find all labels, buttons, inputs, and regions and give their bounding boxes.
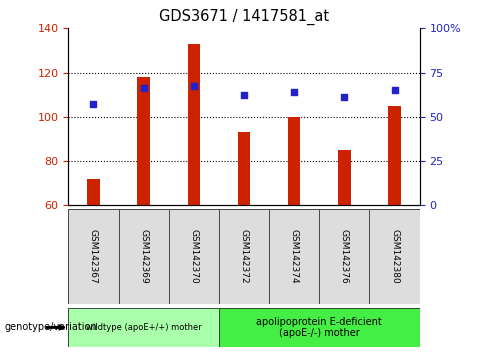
Point xyxy=(240,92,248,97)
Point xyxy=(290,90,298,95)
Text: GSM142376: GSM142376 xyxy=(340,229,349,284)
Bar xyxy=(137,77,150,205)
Bar xyxy=(388,106,401,205)
Text: GSM142370: GSM142370 xyxy=(189,229,198,284)
Text: GDS3671 / 1417581_at: GDS3671 / 1417581_at xyxy=(159,9,329,25)
Text: GSM142374: GSM142374 xyxy=(290,229,299,284)
Text: GSM142369: GSM142369 xyxy=(139,229,148,284)
Text: wildtype (apoE+/+) mother: wildtype (apoE+/+) mother xyxy=(86,323,202,332)
Text: GSM142367: GSM142367 xyxy=(89,229,98,284)
Point xyxy=(391,87,399,93)
Point xyxy=(341,94,348,100)
Bar xyxy=(87,179,100,205)
Point xyxy=(140,85,147,91)
Text: apolipoprotein E-deficient
(apoE-/-) mother: apolipoprotein E-deficient (apoE-/-) mot… xyxy=(256,316,382,338)
Point xyxy=(89,101,97,106)
Text: genotype/variation: genotype/variation xyxy=(5,322,98,332)
Bar xyxy=(338,150,351,205)
Bar xyxy=(288,117,301,205)
Text: GSM142380: GSM142380 xyxy=(390,229,399,284)
Text: GSM142372: GSM142372 xyxy=(240,229,248,284)
Point xyxy=(190,83,198,89)
Bar xyxy=(187,44,200,205)
Bar xyxy=(238,132,250,205)
